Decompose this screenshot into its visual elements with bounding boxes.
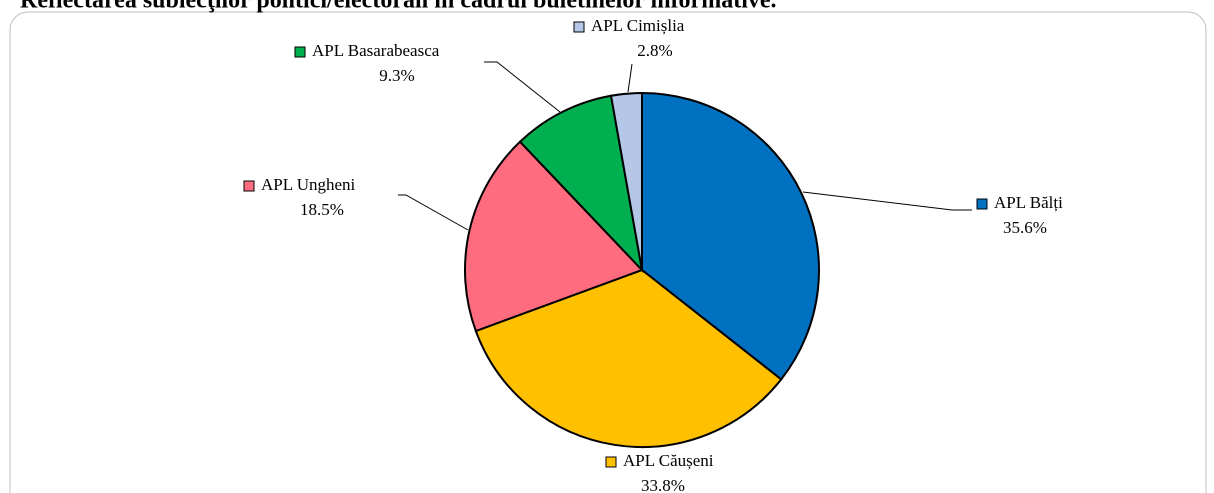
legend-marker — [573, 21, 585, 33]
slice-name: APL Bălți — [994, 193, 1063, 212]
leader-line — [627, 63, 633, 93]
chart-title: Reflectarea subiecţilor politici/elector… — [20, 0, 777, 14]
slice-value-label: 2.8% — [637, 41, 672, 60]
pie-slice — [474, 268, 783, 448]
slice-name: APL Cimișlia — [591, 16, 685, 35]
slice-name: APL Ungheni — [261, 175, 356, 194]
leader-line — [484, 61, 561, 113]
slice-value-label: 35.6% — [1003, 218, 1047, 237]
leader-line — [802, 191, 972, 211]
pie-slice — [641, 91, 820, 381]
pie-slice — [518, 94, 644, 274]
legend-marker — [605, 456, 617, 468]
legend-marker — [976, 198, 988, 210]
leader-line — [398, 194, 469, 231]
legend-marker — [243, 180, 255, 192]
slice-name: APL Basarabeasca — [312, 41, 440, 60]
legend-marker — [294, 46, 306, 58]
slice-value-label: 9.3% — [379, 66, 414, 85]
slice-value-label: 18.5% — [300, 200, 344, 219]
slice-value-label: 33.8% — [641, 476, 685, 493]
slice-name: APL Căușeni — [623, 451, 714, 470]
pie-slice — [464, 140, 644, 333]
chart-frame — [9, 11, 1207, 493]
pie-slice — [609, 91, 643, 271]
